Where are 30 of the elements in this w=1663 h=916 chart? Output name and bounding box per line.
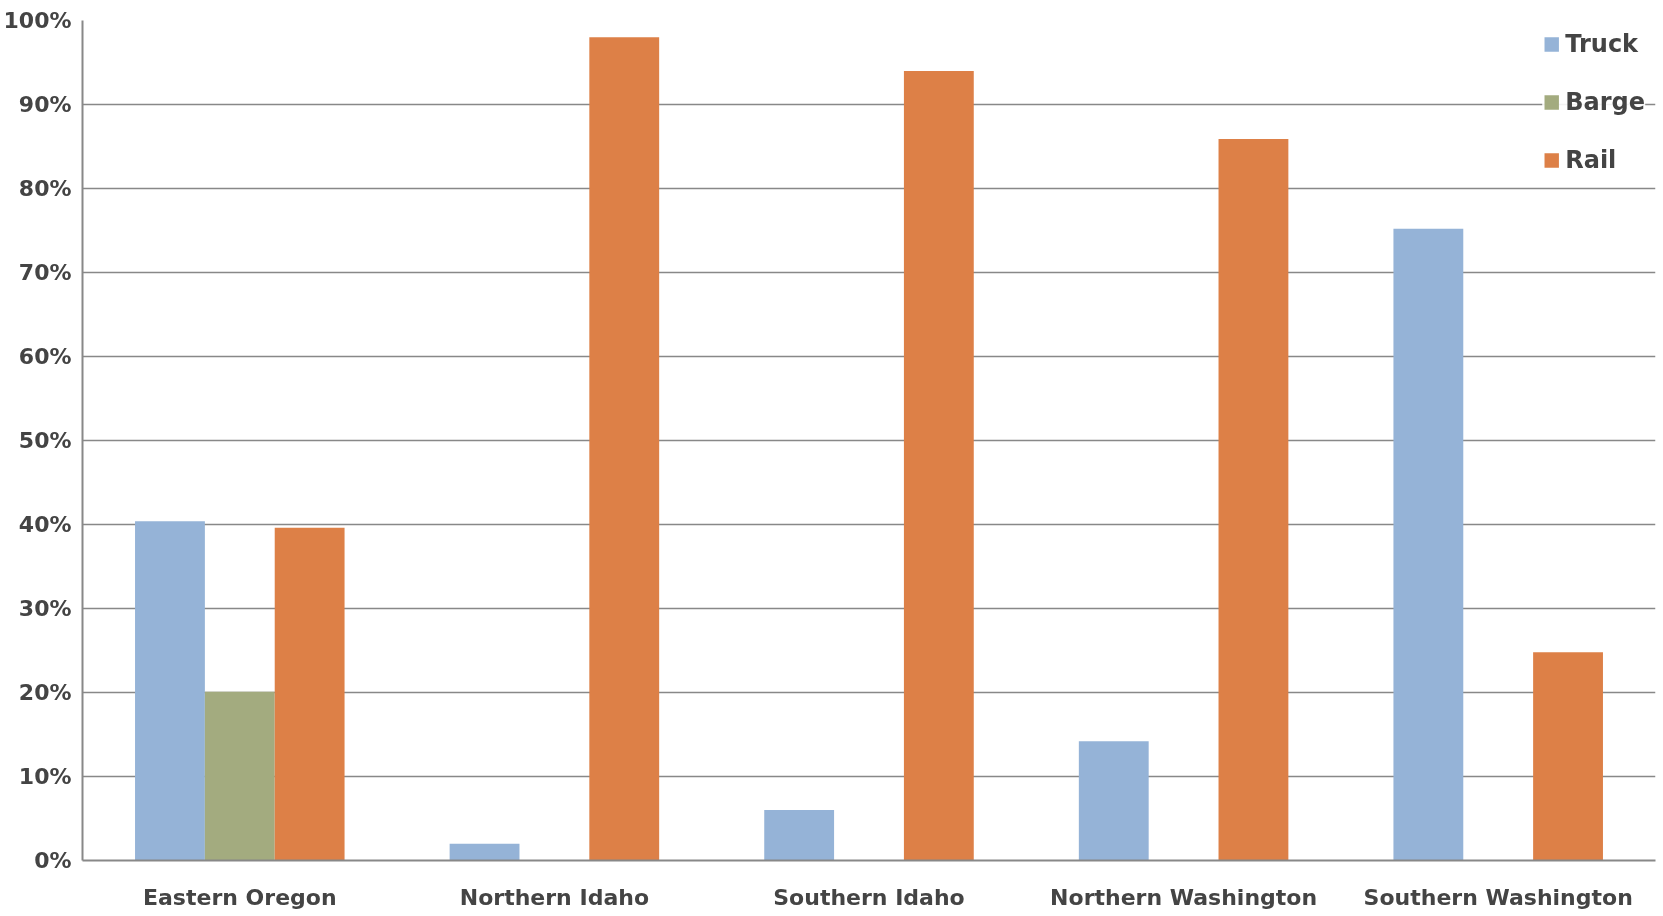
y-tick-label: 30% bbox=[18, 596, 72, 621]
legend-label: Barge bbox=[1565, 88, 1645, 116]
y-tick-label: 20% bbox=[18, 680, 72, 705]
bar bbox=[1218, 138, 1289, 861]
y-tick-label: 100% bbox=[3, 8, 72, 33]
y-tick-label: 70% bbox=[18, 260, 72, 285]
x-tick-label: Southern Idaho bbox=[773, 884, 965, 910]
y-tick-label: 90% bbox=[18, 92, 72, 117]
y-tick-label: 10% bbox=[18, 764, 72, 789]
y-tick-label: 60% bbox=[18, 344, 72, 369]
bar bbox=[135, 521, 205, 861]
y-tick-label: 80% bbox=[18, 176, 72, 201]
bar bbox=[589, 37, 660, 861]
legend-label: Truck bbox=[1565, 30, 1639, 58]
bar bbox=[1393, 228, 1464, 861]
x-tick-label: Northern Washington bbox=[1050, 884, 1318, 910]
bar bbox=[903, 70, 974, 861]
bar bbox=[274, 527, 345, 861]
bar bbox=[449, 843, 520, 861]
x-tick-label: Eastern Oregon bbox=[143, 884, 337, 910]
legend-label: Rail bbox=[1565, 146, 1617, 174]
bar bbox=[1533, 652, 1603, 861]
x-tick-label: Northern Idaho bbox=[459, 884, 649, 910]
bar bbox=[764, 810, 835, 861]
y-tick-label: 0% bbox=[34, 848, 72, 873]
x-tick-label: Southern Washington bbox=[1363, 884, 1633, 910]
y-tick-label: 50% bbox=[18, 428, 72, 453]
bar bbox=[1078, 741, 1149, 861]
bar bbox=[204, 691, 275, 861]
y-tick-label: 40% bbox=[18, 512, 72, 537]
